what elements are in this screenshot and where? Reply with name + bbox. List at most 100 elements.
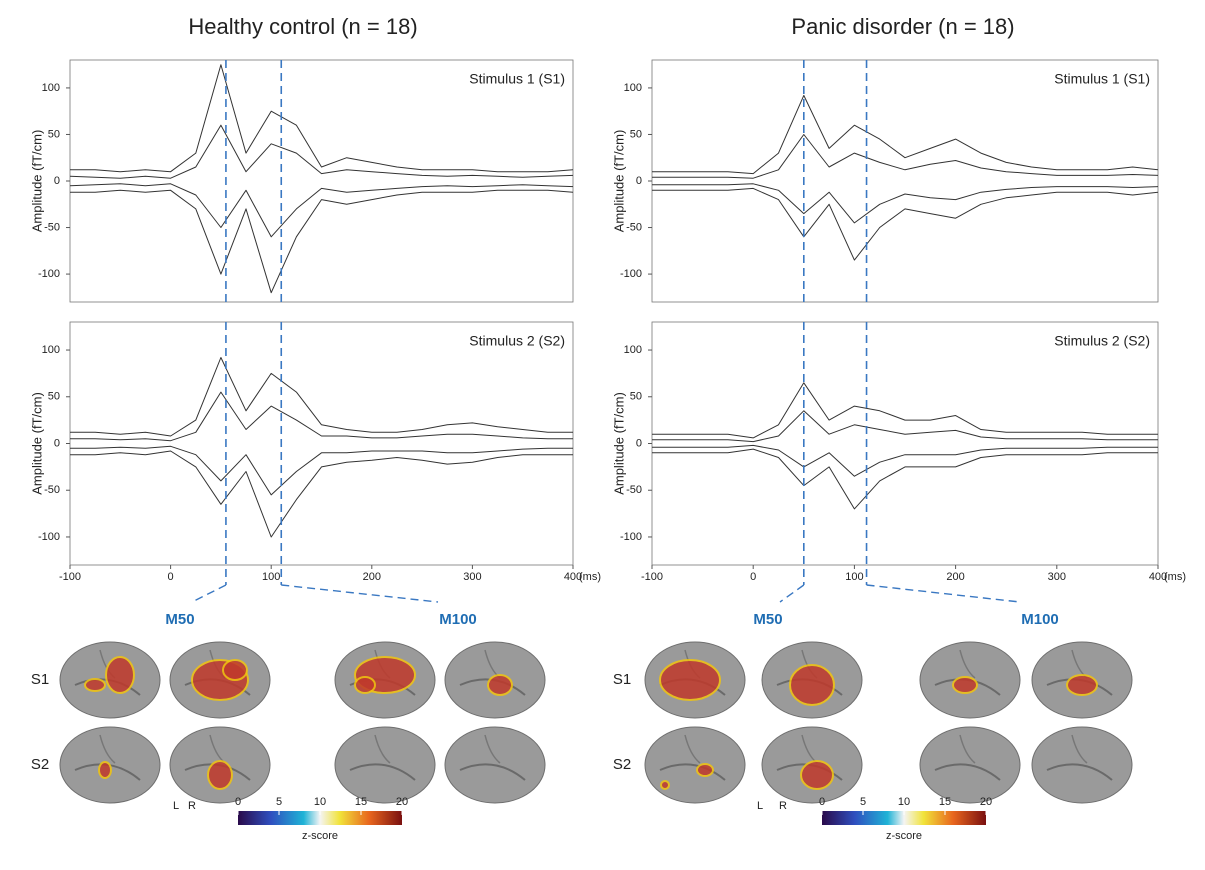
activation bbox=[106, 657, 134, 693]
x-tick-label: 200 bbox=[946, 571, 964, 583]
connector bbox=[780, 585, 804, 602]
colorbar-tick-label: 10 bbox=[314, 796, 326, 808]
activation bbox=[488, 675, 512, 695]
colorbar-tick-label: 10 bbox=[898, 796, 910, 808]
activation bbox=[660, 660, 720, 700]
colorbar-tick-label: 15 bbox=[355, 796, 367, 808]
column-title: Panic disorder (n = 18) bbox=[791, 14, 1014, 39]
activation bbox=[790, 665, 834, 705]
trace bbox=[652, 95, 1158, 173]
activation bbox=[355, 677, 375, 693]
x-tick-label: 300 bbox=[1048, 571, 1066, 583]
colorbar-tick-label: 5 bbox=[276, 796, 282, 808]
figure: -100-50050100Amplitude (fT/cm)Stimulus 1… bbox=[0, 0, 1205, 870]
trace bbox=[652, 188, 1158, 260]
y-tick-label: 0 bbox=[636, 437, 642, 449]
y-tick-label: -100 bbox=[38, 531, 60, 543]
component-label: M50 bbox=[753, 611, 782, 628]
hemisphere-label: R bbox=[779, 800, 787, 812]
row-label: S2 bbox=[31, 756, 49, 773]
row-label: S1 bbox=[31, 671, 49, 688]
annotation: Stimulus 1 (S1) bbox=[469, 71, 565, 87]
trace bbox=[70, 446, 573, 495]
plot-frame bbox=[652, 322, 1158, 565]
activation bbox=[1067, 675, 1097, 695]
colorbar-tick-label: 5 bbox=[860, 796, 866, 808]
y-axis-label: Amplitude (fT/cm) bbox=[29, 392, 44, 495]
y-tick-label: 50 bbox=[48, 128, 60, 140]
colorbar-label: z-score bbox=[886, 830, 922, 842]
colorbar-tick-label: 20 bbox=[980, 796, 992, 808]
colorbar-label: z-score bbox=[302, 830, 338, 842]
x-unit: (ms) bbox=[1164, 571, 1186, 583]
row-label: S1 bbox=[613, 671, 631, 688]
activation bbox=[223, 660, 247, 680]
annotation: Stimulus 2 (S2) bbox=[1054, 333, 1150, 349]
trace bbox=[652, 383, 1158, 438]
activation bbox=[801, 761, 833, 789]
activation bbox=[85, 679, 105, 691]
trace bbox=[652, 445, 1158, 476]
colorbar-tick-label: 0 bbox=[235, 796, 241, 808]
trace bbox=[652, 411, 1158, 442]
y-tick-label: 100 bbox=[42, 82, 60, 94]
y-tick-label: -100 bbox=[38, 268, 60, 280]
x-tick-label: 300 bbox=[463, 571, 481, 583]
colorbar-tick-label: 20 bbox=[396, 796, 408, 808]
y-tick-label: 100 bbox=[42, 344, 60, 356]
x-tick-label: 100 bbox=[845, 571, 863, 583]
y-tick-label: 50 bbox=[630, 391, 642, 403]
plot-frame bbox=[652, 60, 1158, 302]
x-tick-label: -100 bbox=[59, 571, 81, 583]
row-label: S2 bbox=[613, 756, 631, 773]
connector bbox=[867, 585, 1020, 602]
x-unit: (ms) bbox=[579, 571, 601, 583]
y-tick-label: -50 bbox=[626, 221, 642, 233]
activation bbox=[208, 761, 232, 789]
component-label: M50 bbox=[165, 611, 194, 628]
trace bbox=[70, 190, 573, 292]
y-tick-label: 0 bbox=[54, 175, 60, 187]
connector bbox=[192, 585, 226, 602]
hemisphere-label: R bbox=[188, 800, 196, 812]
trace bbox=[652, 184, 1158, 223]
y-tick-label: -50 bbox=[44, 221, 60, 233]
activation bbox=[661, 781, 669, 789]
trace bbox=[70, 451, 573, 537]
y-tick-label: -100 bbox=[620, 268, 642, 280]
activation bbox=[697, 764, 713, 776]
annotation: Stimulus 1 (S1) bbox=[1054, 71, 1150, 87]
activation bbox=[99, 762, 111, 778]
y-tick-label: -100 bbox=[620, 531, 642, 543]
y-tick-label: -50 bbox=[44, 484, 60, 496]
column-title: Healthy control (n = 18) bbox=[188, 14, 417, 39]
trace bbox=[70, 358, 573, 437]
annotation: Stimulus 2 (S2) bbox=[469, 333, 565, 349]
y-axis-label: Amplitude (fT/cm) bbox=[611, 392, 626, 495]
colorbar-tick-label: 0 bbox=[819, 796, 825, 808]
connector bbox=[281, 585, 438, 602]
colorbar-tick-label: 15 bbox=[939, 796, 951, 808]
component-label: M100 bbox=[439, 611, 477, 628]
component-label: M100 bbox=[1021, 611, 1059, 628]
plot-frame bbox=[70, 322, 573, 565]
y-tick-label: 100 bbox=[624, 344, 642, 356]
trace bbox=[652, 449, 1158, 509]
y-tick-label: -50 bbox=[626, 484, 642, 496]
y-tick-label: 50 bbox=[630, 128, 642, 140]
x-tick-label: -100 bbox=[641, 571, 663, 583]
x-tick-label: 100 bbox=[262, 571, 280, 583]
y-axis-label: Amplitude (fT/cm) bbox=[611, 130, 626, 233]
hemisphere-label: L bbox=[757, 800, 763, 812]
y-tick-label: 0 bbox=[54, 437, 60, 449]
activation bbox=[953, 677, 977, 693]
y-axis-label: Amplitude (fT/cm) bbox=[29, 130, 44, 233]
y-tick-label: 50 bbox=[48, 391, 60, 403]
x-tick-label: 200 bbox=[363, 571, 381, 583]
x-tick-label: 0 bbox=[168, 571, 174, 583]
hemisphere-label: L bbox=[173, 800, 179, 812]
y-tick-label: 0 bbox=[636, 175, 642, 187]
plot-frame bbox=[70, 60, 573, 302]
trace bbox=[70, 392, 573, 441]
y-tick-label: 100 bbox=[624, 82, 642, 94]
